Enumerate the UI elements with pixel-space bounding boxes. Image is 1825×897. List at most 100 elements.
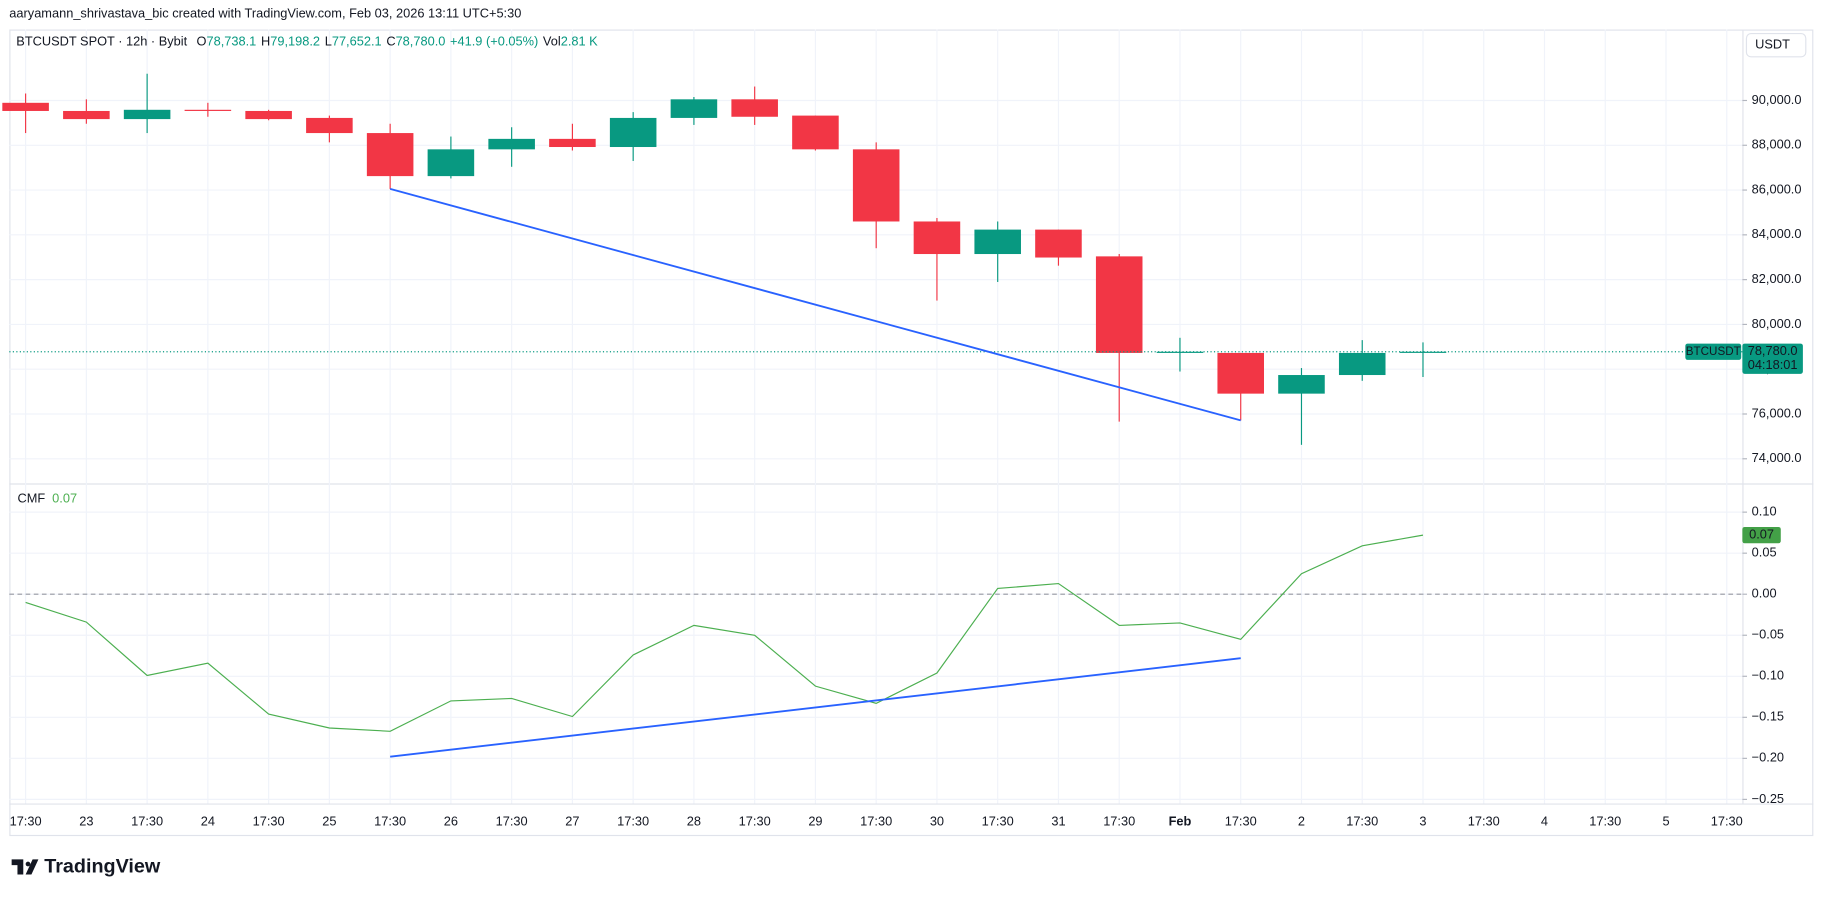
x-tick-label: 17:30	[860, 813, 892, 828]
candle	[1035, 229, 1082, 266]
currency-button[interactable]	[1745, 32, 1807, 58]
candle	[792, 115, 839, 151]
candle	[731, 86, 778, 125]
legend-value: 2.81 K	[561, 34, 598, 49]
logo-text: TradingView	[44, 856, 161, 878]
candle-body	[913, 221, 961, 255]
indicator-title: CMF	[17, 491, 45, 506]
candle	[1217, 352, 1264, 421]
x-tick-label: 17:30	[617, 813, 649, 828]
y-tick-label: 74,000.0	[1752, 450, 1802, 465]
y-tick-label: 76,000.0	[1752, 405, 1802, 420]
x-tick-label: 4	[1541, 813, 1548, 828]
x-tick-label: 17:30	[982, 813, 1014, 828]
x-tick-label: 17:30	[374, 813, 406, 828]
x-tick-label: 3	[1419, 813, 1426, 828]
candle-body	[792, 115, 839, 150]
x-tick-label: 23	[79, 813, 93, 828]
candle-body	[974, 229, 1021, 255]
candle	[366, 123, 414, 189]
y-tick-label: 80,000.0	[1752, 316, 1802, 331]
candle	[1338, 340, 1386, 381]
candle-body	[123, 109, 171, 120]
logo-icon	[11, 859, 39, 875]
legend-key: H	[261, 34, 270, 49]
legend-key: O	[197, 34, 207, 49]
currency-button-label[interactable]: USDT	[1755, 37, 1790, 52]
candle	[1278, 368, 1325, 445]
candle	[852, 142, 900, 249]
legend: BTCUSDT SPOT · 12h · Bybit O78,738.1 H79,1…	[16, 34, 598, 49]
x-tick-label: 17:30	[739, 813, 771, 828]
x-tick-label: 17:30	[10, 813, 42, 828]
candle-body	[1156, 351, 1204, 353]
candle	[2, 93, 49, 134]
legend-value: 77,652.1	[332, 34, 382, 49]
indicator-value: 0.07	[52, 491, 77, 506]
candle-body	[245, 110, 292, 120]
price-badge	[1742, 343, 1803, 374]
y-tick-label: 0.05	[1752, 545, 1777, 560]
candle-body	[549, 138, 596, 148]
x-tick-label: 2	[1298, 813, 1305, 828]
x-tick-label: 17:30	[1103, 813, 1135, 828]
x-tick-label: 25	[322, 813, 336, 828]
legend-value: 78,780.0	[396, 34, 446, 49]
logo: TradingView	[11, 856, 161, 878]
x-tick-label: 28	[687, 813, 701, 828]
candle	[488, 127, 535, 167]
y-tick-label: 0.10	[1752, 504, 1777, 519]
indicator-badge-label: 0.07	[1749, 526, 1774, 541]
x-tick-label: 27	[565, 813, 579, 828]
candle-body	[427, 149, 475, 177]
candle	[670, 96, 718, 125]
candle	[609, 112, 657, 161]
candle	[549, 123, 596, 151]
symbol-title: BTCUSDT SPOT · 12h · Bybit	[16, 34, 187, 49]
y-tick-label: 82,000.0	[1752, 271, 1802, 286]
y-tick-label: −0.10	[1752, 668, 1784, 683]
y-tick-label: −0.25	[1752, 791, 1784, 806]
candle	[1156, 337, 1204, 372]
y-tick-label: 86,000.0	[1752, 181, 1802, 196]
x-tick-label: 17:30	[131, 813, 163, 828]
candle-body	[609, 117, 657, 148]
candle	[974, 221, 1021, 282]
chart-frame	[9, 29, 1814, 837]
y-tick-label: −0.05	[1752, 627, 1784, 642]
candle-body	[1278, 375, 1325, 394]
x-tick-label: 17:30	[1346, 813, 1378, 828]
x-tick-label: 31	[1051, 813, 1065, 828]
trendline	[389, 187, 1241, 422]
legend-key: L	[325, 34, 332, 49]
candle	[245, 109, 292, 121]
x-tick-label: 24	[201, 813, 215, 828]
symbol-badge	[1685, 343, 1742, 360]
y-tick-label: 84,000.0	[1752, 226, 1802, 241]
candle	[306, 115, 353, 143]
legend-value: 78,738.1	[206, 34, 256, 49]
candle-body	[184, 109, 232, 111]
legend-key: +41.9 (+0.05%)	[450, 34, 538, 49]
x-tick-label: 26	[444, 813, 458, 828]
candle-body	[306, 117, 353, 134]
candle	[123, 73, 171, 134]
attribution: aaryamann_shrivastava_bic created with T…	[9, 6, 521, 21]
y-tick-label: 90,000.0	[1752, 92, 1802, 107]
x-tick-label: 17:30	[1468, 813, 1500, 828]
candle-body	[488, 138, 535, 150]
cmf-line	[25, 534, 1424, 732]
x-tick-label: 30	[930, 813, 944, 828]
x-tick-label: 17:30	[1589, 813, 1621, 828]
y-tick-label: 88,000.0	[1752, 137, 1802, 152]
candle	[1399, 342, 1447, 377]
price-badge-label: 78,780.0	[1748, 343, 1798, 358]
candle	[427, 136, 475, 179]
candle-body	[1035, 229, 1082, 258]
indicator-legend: CMF 0.07	[17, 491, 77, 506]
x-tick-label: Feb	[1169, 813, 1192, 828]
symbol-badge-label: BTCUSDT	[1686, 345, 1741, 358]
